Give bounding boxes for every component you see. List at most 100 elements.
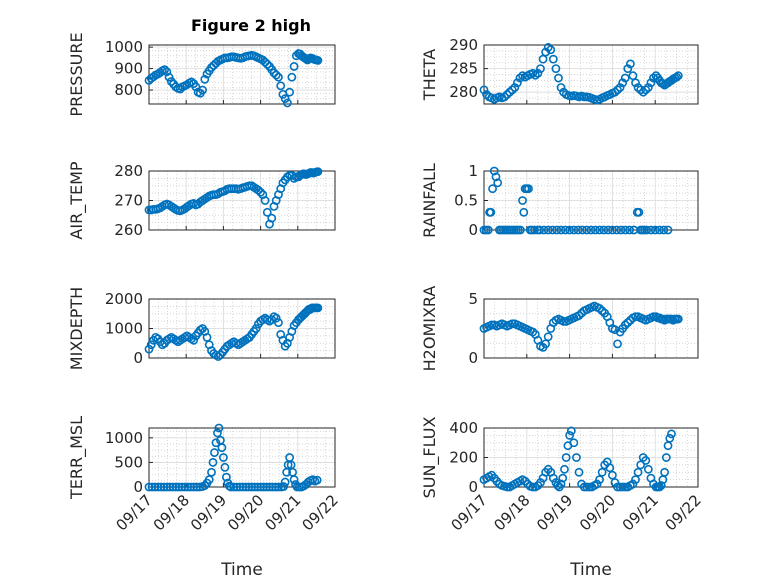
data-point <box>274 318 283 327</box>
data-point <box>655 482 664 492</box>
data-point <box>279 482 289 491</box>
data-point <box>548 54 558 64</box>
x-axis-label: Time <box>220 560 263 580</box>
data-point <box>165 482 175 492</box>
data-point <box>623 318 633 327</box>
data-point <box>631 312 640 322</box>
subplot-air_temp: 260 270 280 AIR_TEMP <box>67 161 336 240</box>
data-point <box>268 482 277 492</box>
data-point <box>271 313 281 323</box>
y-axis-label: AIR_TEMP <box>67 161 87 239</box>
data-point <box>488 184 497 194</box>
y-tick-label: 800 <box>114 81 143 99</box>
data-point <box>620 482 630 492</box>
data-point <box>660 467 670 477</box>
data-point <box>628 71 638 81</box>
data-point <box>620 73 630 83</box>
data-point <box>262 207 272 217</box>
data-point <box>271 482 280 492</box>
subplot-terr_msl: 05001000TERR_MSL09/1709/1809/1909/2009/2… <box>67 416 342 580</box>
data-point <box>479 85 489 95</box>
subplot-theta: 280 285 290 THETA <box>420 36 699 105</box>
data-point <box>638 87 648 97</box>
data-point <box>618 78 628 88</box>
subplot-h2omixra: 0 5 H2OMIXRA <box>420 286 699 372</box>
data-point <box>667 429 676 439</box>
data-point <box>262 482 271 492</box>
data-point <box>597 467 607 477</box>
data-point <box>574 311 584 320</box>
data-point <box>641 85 651 95</box>
data-point <box>572 453 581 462</box>
y-tick-label: 200 <box>449 449 478 467</box>
subplot-pressure: 800 900 1000 PRESSURE <box>67 32 336 117</box>
data-point <box>543 332 553 342</box>
data-point <box>502 482 512 492</box>
data-point <box>578 225 587 235</box>
data-point <box>673 71 683 81</box>
data-point <box>515 73 525 83</box>
data-point <box>235 482 245 492</box>
x-tick-label: 09/20 <box>224 491 267 534</box>
y-tick-label: 1000 <box>105 320 143 338</box>
y-tick-label: 280 <box>114 162 143 180</box>
data-point <box>586 225 596 235</box>
data-point <box>605 463 615 473</box>
data-point <box>489 166 499 176</box>
data-point <box>539 225 549 235</box>
data-point <box>213 428 222 438</box>
data-point <box>608 470 617 480</box>
data-point <box>267 213 277 223</box>
data-point <box>641 456 651 465</box>
data-point <box>187 77 196 87</box>
x-tick-label: 09/18 <box>490 491 533 534</box>
data-point <box>186 482 196 492</box>
x-tick-label: 09/21 <box>261 491 304 534</box>
data-point <box>253 185 263 195</box>
data-point <box>597 306 607 316</box>
data-point <box>198 85 207 95</box>
data-point <box>280 477 290 487</box>
data-point <box>200 74 210 84</box>
data-point <box>218 453 228 462</box>
x-tick-label: 09/22 <box>662 491 705 534</box>
data-point <box>603 225 613 235</box>
data-point <box>528 482 538 492</box>
x-tick-label: 09/19 <box>533 491 576 534</box>
y-tick-label: 285 <box>449 60 478 78</box>
data-point <box>313 303 323 313</box>
data-point <box>512 78 522 88</box>
y-tick-label: 0 <box>133 478 143 496</box>
y-tick-label: 0 <box>133 349 143 367</box>
data-point <box>616 225 626 235</box>
data-point <box>533 68 543 78</box>
data-point <box>661 453 671 462</box>
data-point <box>595 475 604 485</box>
data-point <box>636 460 646 470</box>
data-point <box>552 225 562 235</box>
data-point <box>208 458 218 467</box>
y-tick-label: 400 <box>449 419 478 437</box>
data-point <box>500 92 509 102</box>
data-point <box>599 225 609 235</box>
data-point <box>595 304 604 313</box>
data-point <box>590 225 600 235</box>
data-point <box>260 196 270 205</box>
data-point <box>486 207 496 217</box>
y-axis-label: H2OMIXRA <box>420 286 439 372</box>
data-point <box>560 464 569 474</box>
data-point <box>259 482 268 492</box>
data-point <box>573 225 583 235</box>
x-tick-label: 09/22 <box>299 491 342 534</box>
data-point <box>663 441 673 451</box>
subplot-mixdepth: 0 1000 2000 MIXDEPTH <box>67 287 336 370</box>
data-point <box>229 482 239 492</box>
data-point <box>554 73 563 83</box>
data-point <box>569 225 579 235</box>
data-point <box>217 443 227 453</box>
data-point <box>280 94 290 104</box>
data-point <box>636 85 646 95</box>
data-point <box>162 67 172 77</box>
